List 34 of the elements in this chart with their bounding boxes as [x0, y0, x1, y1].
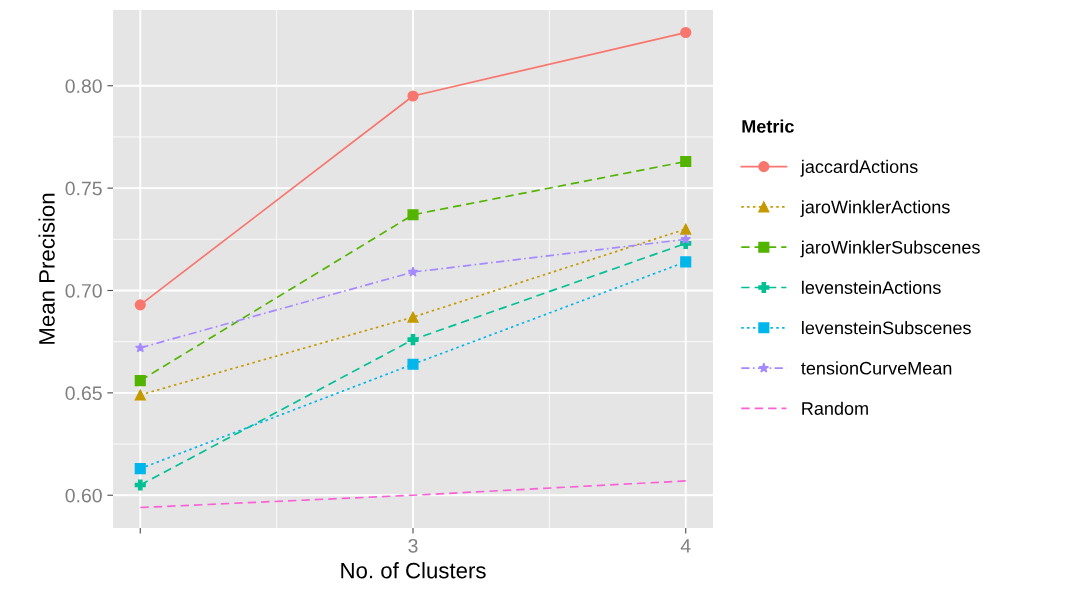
y-axis-title: Mean Precision [38, 193, 55, 344]
point [407, 334, 419, 346]
point [134, 463, 146, 475]
point [134, 342, 146, 353]
y-tick-label: 0.75 [65, 181, 102, 196]
point [680, 155, 692, 168]
point [680, 26, 692, 39]
point [407, 209, 419, 221]
point [407, 90, 419, 102]
legend-label: jaccardActions [800, 159, 918, 177]
x-tick-label: 3 [408, 538, 418, 553]
point [134, 375, 146, 387]
legend-label: Random [802, 401, 868, 415]
legend-label: levensteinActions [802, 280, 941, 294]
point [407, 266, 419, 277]
point [134, 479, 146, 491]
point [680, 256, 692, 268]
legend-label: tensionCurveMean [801, 361, 952, 375]
y-tick-label: 0.70 [65, 283, 102, 298]
x-axis-title: No. of Clusters [341, 562, 486, 579]
point [407, 358, 419, 370]
legend-label: levensteinSubscenes [802, 321, 971, 335]
point [407, 311, 419, 323]
y-tick-label: 0.65 [65, 386, 102, 401]
y-tick-label: 0.60 [65, 488, 102, 503]
point [680, 223, 692, 235]
legend-label: jaroWinklerActions [800, 200, 950, 217]
point [134, 389, 146, 401]
y-tick-label: 0.80 [65, 79, 102, 93]
legend-title: Metric [742, 119, 794, 133]
x-tick-label: 4 [680, 539, 691, 553]
point [680, 233, 692, 244]
legend-label: jaroWinklerSubscenes [800, 240, 980, 258]
point [134, 299, 146, 311]
